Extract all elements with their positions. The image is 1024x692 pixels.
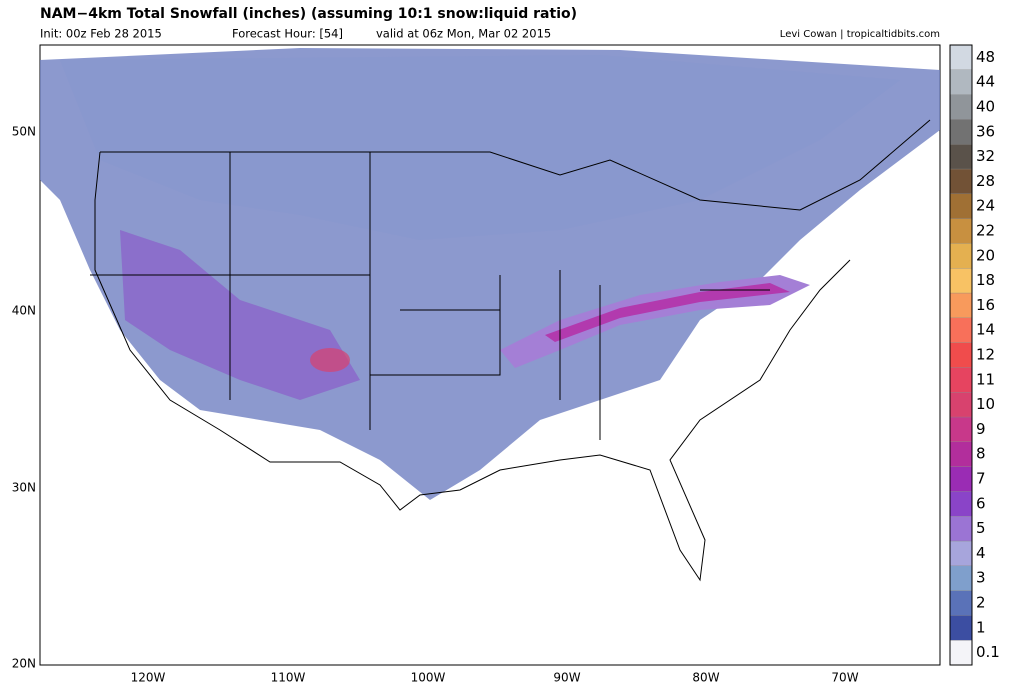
colorbar-label: 2 [976,594,986,612]
map [39,44,941,666]
snow-region [60,55,900,240]
color-swatch [949,466,973,492]
color-swatch [949,441,973,467]
color-swatch [949,342,973,368]
color-swatch [949,392,973,418]
lon-label: 90W [553,671,580,685]
colorbar-frame [949,44,973,666]
coastline [94,119,931,582]
lon-label: 110W [271,671,306,685]
colorbar-label: 4 [976,544,986,562]
colorbar-label: 14 [976,321,995,339]
colorbar-label: 6 [976,494,986,512]
snow-mountains [120,230,360,400]
color-swatch [949,540,973,566]
color-swatch [949,193,973,219]
color-swatch [949,69,973,95]
color-swatch [949,292,973,318]
colorbar-label: 3 [976,569,986,587]
colorbar-label: 12 [976,346,995,364]
forecast-hour: Forecast Hour: [54] [232,27,343,41]
lat-label: 40N [12,304,36,318]
snow-max [310,348,350,372]
color-swatch [949,268,973,294]
colorbar-label: 7 [976,470,986,488]
colorbar-label: 16 [976,296,995,314]
lon-label: 120W [131,671,166,685]
color-swatch [949,615,973,641]
color-swatch [949,491,973,517]
color-swatch [949,44,973,70]
color-swatch [949,119,973,145]
color-swatch [949,565,973,591]
valid-time: valid at 06z Mon, Mar 02 2015 [376,27,551,41]
color-swatch [949,367,973,393]
colorbar-label: 0.1 [976,643,1000,661]
snow-band-core [545,283,790,342]
colorbar-label: 1 [976,618,986,636]
color-swatch [949,516,973,542]
colorbar-label: 24 [976,197,995,215]
colorbar-label: 22 [976,222,995,240]
init-time: Init: 00z Feb 28 2015 [40,27,162,41]
lat-label: 20N [12,657,36,671]
colorbar-label: 36 [976,122,995,140]
color-swatch [949,416,973,442]
colorbar-label: 44 [976,73,995,91]
title: NAM−4km Total Snowfall (inches) (assumin… [40,6,577,22]
colorbar-label: 10 [976,395,995,413]
colorbar-label: 28 [976,172,995,190]
colorbar-label: 8 [976,445,986,463]
color-swatch [949,317,973,343]
color-swatch [949,94,973,120]
lat-label: 50N [12,125,36,139]
colorbar-label: 20 [976,246,995,264]
lat-label: 30N [12,481,36,495]
colorbar-label: 18 [976,271,995,289]
colorbar-label: 32 [976,147,995,165]
color-swatch [949,218,973,244]
credit: Levi Cowan | tropicaltidbits.com [780,29,940,40]
color-swatch [949,590,973,616]
color-swatch [949,640,973,666]
lon-label: 100W [411,671,446,685]
color-swatch [949,243,973,269]
state-lines [90,152,770,440]
colorbar-label: 40 [976,98,995,116]
color-swatch [949,144,973,170]
colorbar-label: 11 [976,370,995,388]
color-swatch [949,168,973,194]
lon-label: 70W [831,671,858,685]
colorbar-label: 9 [976,420,986,438]
colorbar-label: 48 [976,48,995,66]
colorbar-label: 5 [976,519,986,537]
lon-label: 80W [692,671,719,685]
